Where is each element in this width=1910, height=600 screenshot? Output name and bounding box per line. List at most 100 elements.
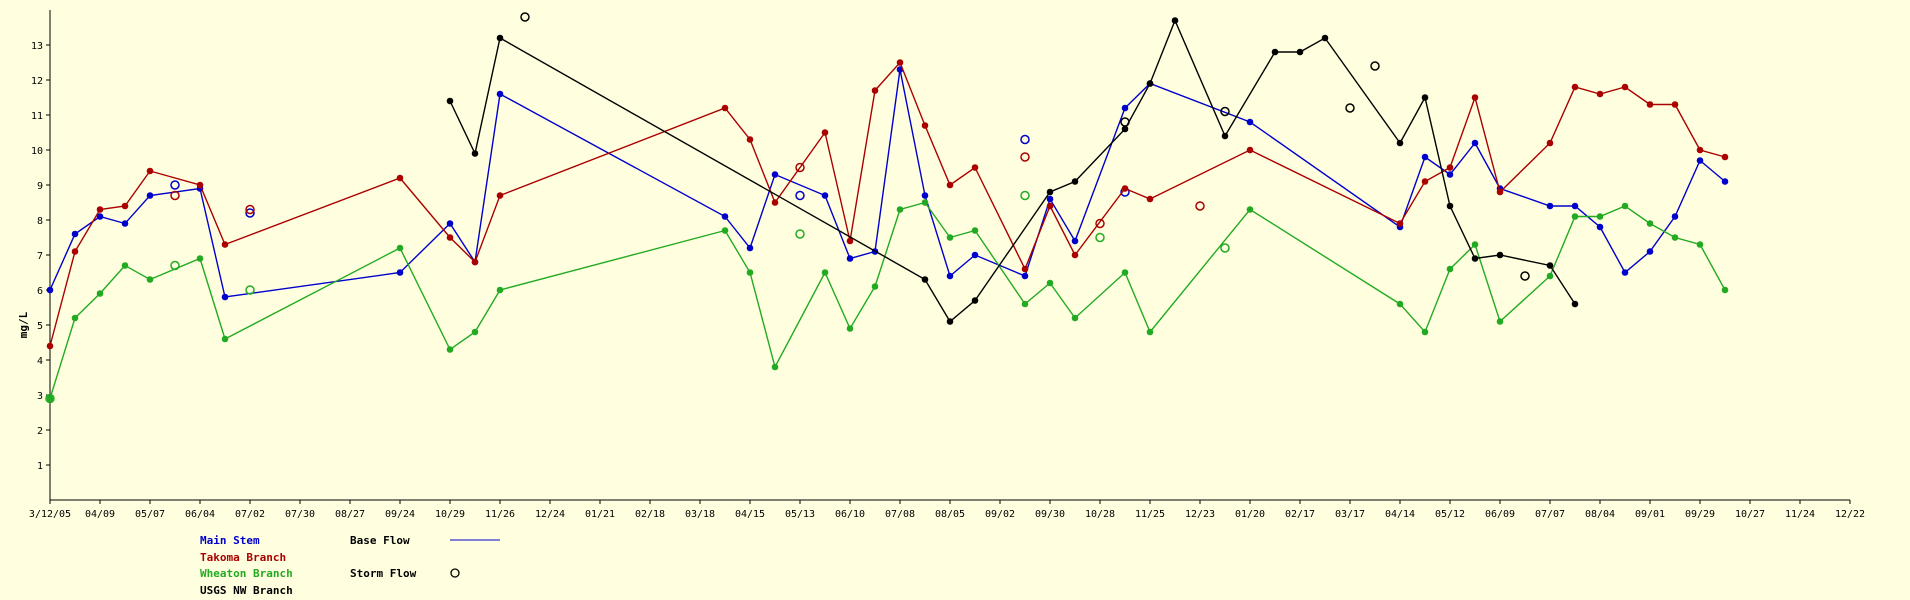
base-flow-point: [96, 213, 104, 220]
x-tick-label: 3/12/05: [29, 509, 71, 520]
x-tick-label: 12/23: [1185, 509, 1215, 520]
base-flow-point: [221, 241, 229, 248]
base-flow-point: [821, 269, 829, 276]
base-flow-point: [1046, 188, 1054, 196]
base-flow-point: [771, 363, 779, 371]
base-flow-point: [746, 136, 754, 143]
legend-wheaton-branch: Wheaton Branch: [200, 567, 293, 580]
y-tick-label: 8: [37, 216, 43, 227]
base-flow-point: [1246, 118, 1254, 126]
storm-flow-point: [1095, 232, 1105, 243]
base-flow-point: [1446, 171, 1454, 178]
storm-flow-point: [520, 12, 530, 22]
base-flow-point: [921, 122, 929, 129]
series-line-takoma-branch: [49, 61, 1726, 347]
series-main-stem: [46, 66, 1729, 301]
series-line-wheaton-branch: [49, 201, 1726, 399]
base-flow-point: [1246, 146, 1254, 154]
base-flow-point: [1421, 328, 1429, 336]
base-flow-point: [1721, 153, 1729, 161]
storm-flow-point: [1220, 106, 1230, 117]
base-flow-point: [1021, 272, 1029, 280]
base-flow-point: [921, 199, 929, 206]
base-flow-point: [1071, 178, 1079, 185]
y-tick-label: 10: [31, 146, 43, 157]
base-flow-point: [946, 272, 954, 280]
y-tick-label: 7: [37, 251, 43, 262]
base-flow-point: [496, 286, 504, 294]
base-flow-point: [1146, 80, 1154, 87]
storm-flow-point: [1020, 152, 1030, 162]
x-tick-label: 04/15: [735, 509, 765, 520]
base-flow-point: [721, 227, 729, 234]
y-tick-label: 5: [37, 321, 43, 332]
base-flow-point: [1121, 104, 1129, 112]
base-flow-point: [221, 293, 229, 301]
base-flow-point: [1596, 213, 1604, 220]
x-tick-label: 04/14: [1385, 509, 1415, 520]
storm-flow-point: [1345, 103, 1355, 113]
base-flow-point: [146, 167, 154, 175]
base-flow-point: [1696, 241, 1704, 248]
x-tick-label: 03/17: [1335, 509, 1365, 520]
series-wheaton-branch: [45, 190, 1729, 404]
x-tick-label: 11/25: [1135, 509, 1165, 520]
series-line-main-stem: [49, 69, 1726, 298]
storm-flow-point: [1020, 134, 1030, 145]
storm-flow-point: [795, 162, 805, 173]
x-tick-label: 09/01: [1635, 509, 1665, 520]
x-tick-label: 09/30: [1035, 509, 1065, 520]
legend-storm-flow-label: Storm Flow: [350, 567, 417, 580]
base-flow-point: [1421, 178, 1429, 185]
base-flow-point: [46, 395, 54, 402]
base-flow-point: [396, 269, 404, 276]
x-tick-label: 10/27: [1735, 509, 1765, 520]
y-tick-label: 13: [31, 41, 43, 52]
base-flow-point: [1546, 272, 1554, 280]
base-flow-point: [971, 164, 979, 171]
x-tick-label: 06/04: [185, 509, 215, 520]
base-flow-point: [971, 297, 979, 304]
x-tick-label: 08/04: [1585, 509, 1615, 520]
base-flow-point: [871, 283, 879, 290]
base-flow-point: [1646, 220, 1654, 227]
base-flow-point: [1571, 300, 1579, 308]
base-flow-point: [1471, 255, 1479, 262]
base-flow-point: [396, 174, 404, 182]
base-flow-point: [496, 192, 504, 199]
x-tick-label: 02/18: [635, 509, 665, 520]
y-tick-label: 3: [37, 391, 43, 402]
base-flow-point: [1071, 314, 1079, 322]
base-flow-point: [146, 192, 154, 199]
storm-flow-point: [795, 190, 805, 201]
x-tick-label: 07/07: [1535, 509, 1565, 520]
base-flow-point: [1221, 132, 1229, 140]
storm-flow-point: [170, 260, 180, 271]
base-flow-point: [846, 237, 854, 245]
x-tick-label: 01/21: [585, 509, 615, 520]
base-flow-point: [1721, 286, 1729, 294]
base-flow-point: [1021, 300, 1029, 308]
base-flow-point: [1246, 206, 1254, 213]
x-tick-label: 07/02: [235, 509, 265, 520]
base-flow-point: [1446, 265, 1454, 273]
base-flow-point: [196, 181, 204, 189]
series-usgs-nw-branch: [446, 12, 1579, 325]
base-flow-point: [471, 328, 479, 336]
base-flow-point: [96, 206, 104, 213]
base-flow-point: [121, 262, 129, 269]
x-tick-label: 11/24: [1785, 509, 1815, 520]
y-axis-label: mg/L: [17, 311, 30, 338]
base-flow-point: [896, 206, 904, 213]
x-tick-label: 09/29: [1685, 509, 1715, 520]
base-flow-point: [1046, 202, 1054, 210]
base-flow-point: [1471, 139, 1479, 147]
base-flow-point: [1396, 300, 1404, 308]
storm-flow-point: [45, 393, 55, 404]
base-flow-point: [1471, 241, 1479, 248]
y-tick-label: 6: [37, 286, 43, 297]
x-tick-label: 06/09: [1485, 509, 1515, 520]
x-tick-label: 06/10: [835, 509, 865, 520]
base-flow-point: [1071, 251, 1079, 259]
x-tick-label: 02/17: [1285, 509, 1315, 520]
